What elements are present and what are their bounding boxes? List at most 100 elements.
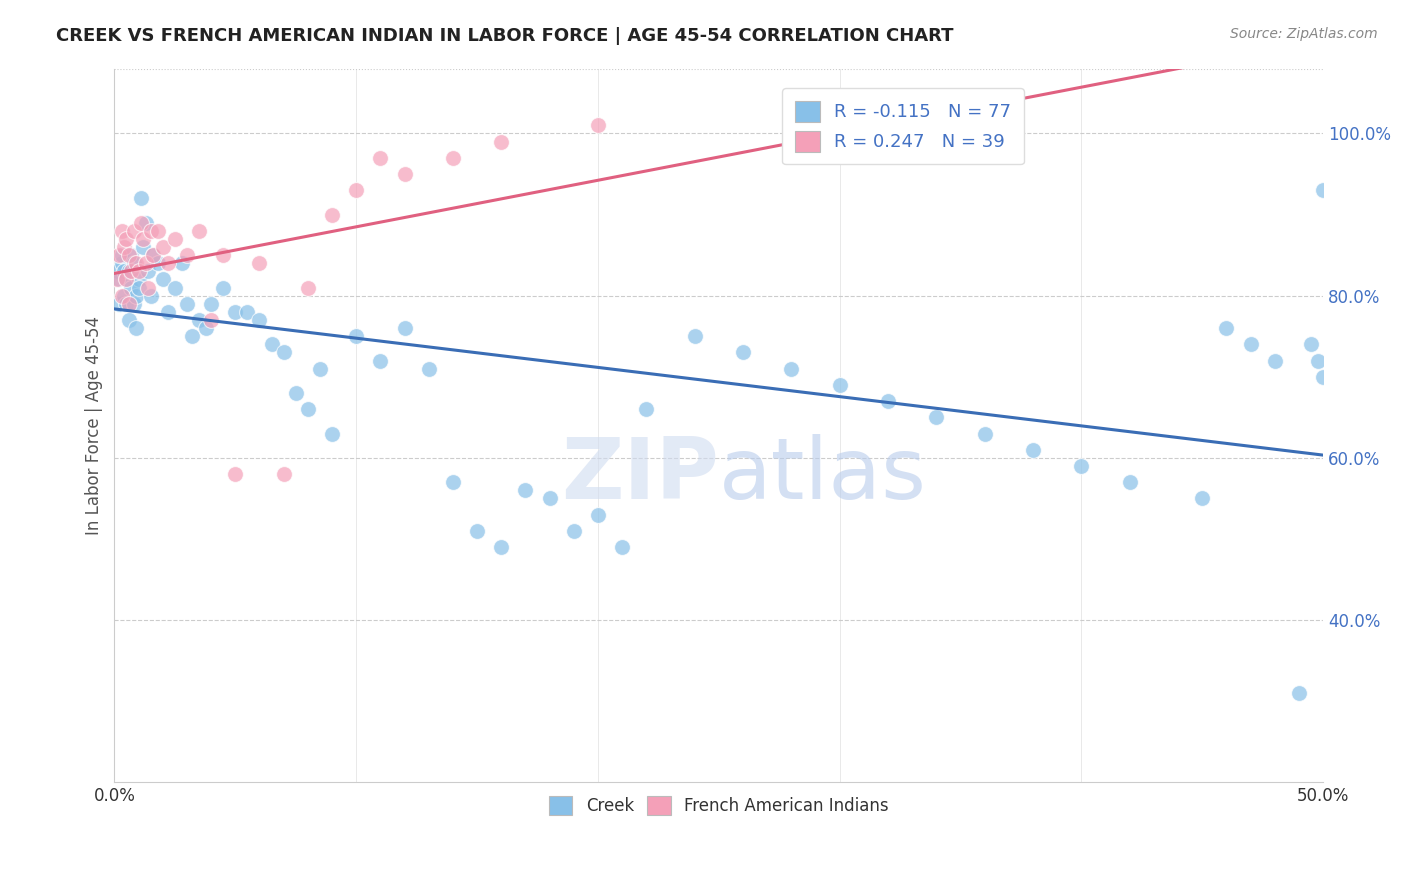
Point (139, 224, 162, 238)
Point (128, 280, 150, 294)
Point (489, 540, 512, 554)
Point (925, 410, 948, 425)
Point (136, 264, 159, 278)
Point (273, 345, 295, 359)
Point (1312, 369, 1334, 384)
Point (1070, 458, 1092, 473)
Point (1191, 491, 1213, 506)
Text: CREEK VS FRENCH AMERICAN INDIAN IN LABOR FORCE | AGE 45-54 CORRELATION CHART: CREEK VS FRENCH AMERICAN INDIAN IN LABOR… (56, 27, 953, 45)
Point (284, 386, 307, 401)
Point (877, 394, 900, 409)
Point (115, 232, 138, 246)
Point (1239, 337, 1261, 351)
Point (125, 256, 148, 270)
Point (260, 337, 283, 351)
Point (112, 264, 135, 278)
Point (112, 240, 135, 254)
Point (188, 224, 211, 238)
Point (118, 264, 141, 278)
Point (142, 248, 165, 262)
Point (111, 256, 134, 270)
Point (122, 297, 145, 311)
Point (973, 426, 995, 441)
Point (465, 524, 488, 538)
Point (212, 280, 235, 294)
Point (172, 256, 194, 270)
Point (441, 151, 464, 165)
Point (142, 248, 165, 262)
Text: Source: ZipAtlas.com: Source: ZipAtlas.com (1230, 27, 1378, 41)
Point (1299, 337, 1322, 351)
Point (224, 467, 246, 482)
Point (120, 264, 142, 278)
Point (156, 256, 179, 270)
Point (321, 426, 343, 441)
Point (344, 183, 367, 197)
Point (118, 297, 141, 311)
Point (129, 191, 152, 205)
Point (200, 313, 222, 327)
Point (135, 216, 157, 230)
Point (105, 264, 128, 278)
Point (146, 256, 169, 270)
Point (132, 240, 155, 254)
Point (163, 280, 186, 294)
Point (515, 483, 537, 498)
Point (636, 402, 658, 417)
Point (118, 248, 141, 262)
Point (224, 305, 246, 319)
Point (297, 280, 319, 294)
Point (236, 305, 259, 319)
Point (200, 297, 222, 311)
Point (949, 143, 972, 157)
Point (249, 256, 271, 270)
Point (129, 216, 152, 230)
Point (1215, 321, 1237, 335)
Point (105, 272, 128, 286)
Point (111, 248, 134, 262)
Point (152, 272, 174, 286)
Point (489, 135, 512, 149)
Point (139, 288, 162, 302)
Point (132, 232, 155, 246)
Point (115, 297, 138, 311)
Point (108, 297, 131, 311)
Point (1312, 183, 1334, 197)
Point (273, 467, 295, 482)
Point (146, 224, 169, 238)
Text: ZIP: ZIP (561, 434, 718, 516)
Point (111, 288, 134, 302)
Point (610, 540, 633, 554)
Point (418, 361, 440, 376)
Point (394, 167, 416, 181)
Point (394, 321, 416, 335)
Point (212, 248, 235, 262)
Point (176, 297, 198, 311)
Point (683, 329, 706, 343)
Point (370, 151, 392, 165)
Point (297, 402, 319, 417)
Point (115, 272, 138, 286)
Point (180, 329, 202, 343)
Point (122, 256, 145, 270)
Point (1308, 353, 1330, 368)
Point (586, 118, 609, 132)
Point (108, 248, 131, 262)
Point (156, 305, 179, 319)
Point (118, 313, 141, 327)
Point (108, 272, 131, 286)
Point (1022, 442, 1045, 457)
Point (115, 272, 138, 286)
Point (163, 232, 186, 246)
Point (122, 224, 145, 238)
Point (309, 361, 332, 376)
Point (188, 313, 211, 327)
Point (136, 280, 159, 294)
Point (152, 240, 174, 254)
Point (195, 321, 218, 335)
Legend: Creek, French American Indians: Creek, French American Indians (538, 786, 898, 825)
Point (135, 256, 157, 270)
Point (344, 329, 367, 343)
Point (1264, 353, 1286, 368)
Point (1119, 475, 1142, 490)
